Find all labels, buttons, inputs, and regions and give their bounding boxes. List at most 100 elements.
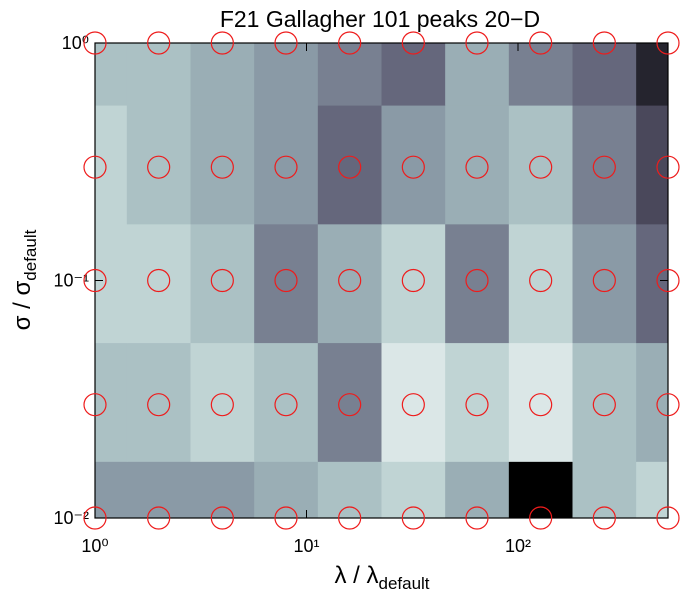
contour-cell — [636, 43, 668, 106]
contour-cell — [317, 342, 382, 462]
grid-marker — [592, 31, 616, 55]
contour-cell — [95, 105, 128, 225]
grid-marker — [592, 393, 616, 417]
grid-marker — [529, 31, 553, 55]
contour-cell — [126, 461, 191, 518]
grid-marker — [656, 31, 680, 55]
contour-cell — [508, 105, 573, 225]
grid-marker — [274, 268, 298, 293]
markers — [83, 31, 680, 530]
contour-cell — [126, 342, 191, 462]
grid-marker — [401, 268, 425, 293]
grid-marker — [338, 506, 362, 530]
x-tick-label: 10¹ — [293, 536, 319, 556]
contour-cell — [381, 461, 446, 518]
grid-marker — [529, 268, 553, 293]
axes: 10⁰ 10¹ 10² 10⁻² 10⁻¹ 10⁰ — [53, 33, 668, 556]
contour-cell — [636, 105, 668, 225]
contour-cell — [190, 461, 255, 518]
contour-cell — [381, 342, 446, 462]
contour-cell — [636, 342, 668, 462]
contour-cell — [317, 461, 382, 518]
contour-cell — [445, 105, 510, 225]
grid-marker — [401, 506, 425, 530]
contour-cell — [317, 105, 382, 225]
grid-marker — [592, 506, 616, 530]
contour-cell — [445, 342, 510, 462]
contour-cell — [572, 223, 637, 344]
contour-cell — [254, 342, 319, 462]
contour-cell — [254, 105, 319, 225]
grid-marker — [210, 268, 234, 293]
contour-cell — [95, 342, 128, 462]
grid-marker — [338, 31, 362, 55]
grid-marker — [83, 31, 107, 55]
contour-cell — [572, 43, 637, 106]
grid-marker — [274, 393, 298, 417]
grid-marker — [401, 31, 425, 55]
grid-marker — [529, 506, 553, 530]
grid-marker — [83, 155, 107, 179]
contour-cell — [445, 223, 510, 344]
contour-cell — [508, 342, 573, 462]
x-axis-label-sub: default — [378, 574, 429, 593]
grid-marker — [401, 393, 425, 417]
chart-title: F21 Gallagher 101 peaks 20−D — [220, 6, 540, 32]
contour-cell — [126, 105, 191, 225]
grid-marker — [210, 506, 234, 530]
x-axis-label-text: λ / λ — [334, 562, 378, 589]
y-tick-label: 10⁰ — [62, 33, 89, 53]
contour-cell — [572, 461, 637, 518]
contour-cell — [508, 223, 573, 344]
grid-marker — [83, 506, 107, 530]
contour-cell — [317, 223, 382, 344]
contour-cell — [95, 461, 128, 518]
contour-cell — [572, 342, 637, 462]
grid-marker — [465, 393, 489, 417]
grid-marker — [529, 393, 553, 417]
contour-cell — [190, 105, 255, 225]
contour-cell — [508, 461, 573, 518]
grid-marker — [465, 155, 489, 179]
x-tick-label: 10² — [505, 536, 531, 556]
grid-marker — [656, 155, 680, 179]
y-tick-label: 10⁻¹ — [53, 271, 89, 291]
grid-marker — [529, 155, 553, 179]
contour-cell — [445, 461, 510, 518]
grid-marker — [656, 268, 680, 293]
grid-marker — [210, 393, 234, 417]
contour-cell — [381, 105, 446, 225]
y-axis-label-text: σ / σ — [9, 281, 36, 331]
contour-cell — [636, 223, 668, 344]
grid-marker — [465, 31, 489, 55]
grid-marker — [147, 155, 171, 179]
grid-marker — [338, 393, 362, 417]
grid-marker — [83, 268, 107, 293]
contour-cell — [572, 105, 637, 225]
x-axis-label: λ / λdefault — [334, 562, 429, 593]
y-tick-label: 10⁻² — [53, 508, 89, 528]
contour-cell — [190, 223, 255, 344]
contour-cell — [254, 223, 319, 344]
grid-marker — [274, 506, 298, 530]
grid-marker — [147, 393, 171, 417]
grid-marker — [656, 393, 680, 417]
grid-marker — [338, 268, 362, 293]
grid-marker — [274, 31, 298, 55]
contour-cell — [95, 43, 128, 106]
contour-cell — [636, 461, 668, 518]
grid-marker — [592, 155, 616, 179]
contour-cell — [126, 223, 191, 344]
grid-marker — [210, 31, 234, 55]
grid-marker — [465, 268, 489, 293]
grid-marker — [656, 506, 680, 530]
grid-marker — [274, 155, 298, 179]
contour-cell — [95, 223, 128, 344]
grid-marker — [465, 506, 489, 530]
grid-marker — [147, 268, 171, 293]
x-tick-label: 10⁰ — [81, 536, 108, 556]
y-axis-label: σ / σdefault — [9, 229, 40, 330]
contour-cell — [254, 461, 319, 518]
